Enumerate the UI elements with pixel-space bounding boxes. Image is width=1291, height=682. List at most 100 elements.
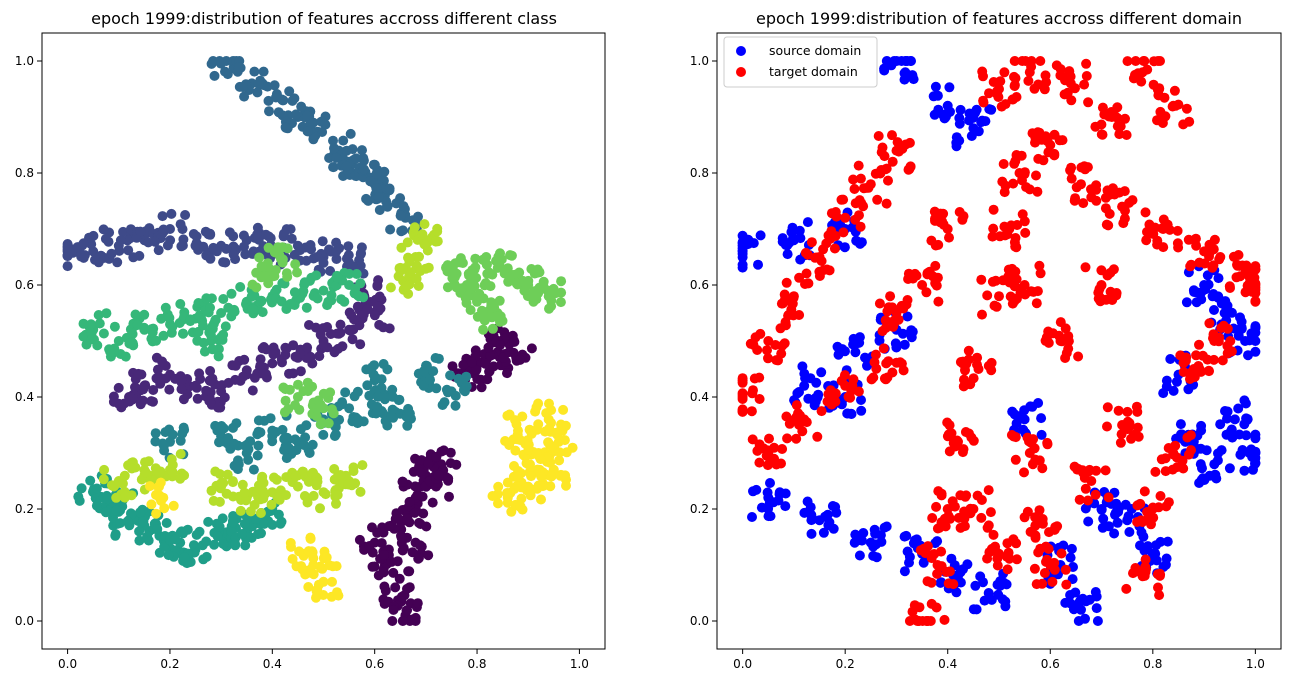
scatter-point-source (1195, 443, 1206, 454)
scatter-point-class-8 (140, 467, 151, 478)
scatter-point-target (1033, 153, 1044, 164)
scatter-point-target (976, 495, 987, 505)
scatter-point-target (953, 512, 964, 523)
scatter-point-class-8 (260, 489, 270, 499)
scatter-point-class-4 (364, 390, 375, 401)
scatter-point-target (791, 433, 802, 444)
scatter-point-class-0 (409, 507, 420, 518)
scatter-point-class-7 (450, 258, 461, 269)
scatter-point-class-0 (392, 556, 403, 567)
scatter-point-target (883, 356, 894, 367)
scatter-point-source (1203, 279, 1214, 290)
scatter-point-target (931, 602, 942, 613)
scatter-point-class-0 (397, 545, 408, 556)
scatter-point-class-1 (267, 358, 278, 369)
scatter-point-class-2 (317, 236, 328, 247)
scatter-point-class-0 (421, 521, 432, 532)
scatter-point-class-1 (374, 291, 385, 302)
scatter-point-target (1177, 455, 1188, 466)
scatter-point-target (870, 349, 881, 360)
scatter-point-class-3 (398, 201, 409, 212)
scatter-point-class-4 (290, 434, 301, 445)
scatter-point-target (1130, 56, 1141, 66)
scatter-point-source (1124, 527, 1135, 537)
scatter-point-source (1246, 444, 1257, 455)
scatter-point-class-3 (249, 66, 260, 77)
scatter-point-class-1 (238, 371, 249, 382)
scatter-point-class-8 (385, 282, 396, 293)
scatter-point-class-3 (291, 109, 301, 120)
scatter-point-class-4 (270, 427, 281, 437)
scatter-point-target (885, 291, 896, 302)
scatter-point-class-3 (379, 166, 390, 177)
scatter-point-source (848, 339, 859, 350)
scatter-point-target (1150, 466, 1161, 477)
scatter-point-target (1042, 554, 1052, 565)
scatter-point-target (801, 268, 812, 279)
scatter-point-source (1109, 528, 1120, 539)
scatter-point-class-7 (519, 285, 530, 296)
scatter-point-target (932, 568, 943, 579)
scatter-point-class-5 (134, 526, 145, 537)
scatter-point-source (955, 104, 966, 115)
x-tick-label: 0.8 (1143, 657, 1162, 671)
scatter-point-class-7 (294, 404, 305, 415)
scatter-point-target (1114, 187, 1125, 198)
scatter-point-target (987, 231, 998, 242)
scatter-point-class-8 (257, 471, 268, 482)
scatter-point-target (1003, 547, 1014, 558)
scatter-point-target (1049, 129, 1060, 140)
scatter-point-target (1048, 328, 1058, 339)
scatter-point-source (1096, 504, 1107, 515)
scatter-point-class-1 (329, 347, 340, 358)
scatter-point-class-1 (130, 382, 140, 393)
scatter-point-target (1070, 83, 1080, 94)
scatter-point-class-9 (546, 471, 557, 482)
scatter-point-class-4 (318, 429, 329, 440)
scatter-point-class-4 (330, 429, 341, 440)
scatter-point-target (1208, 260, 1219, 271)
scatter-point-class-0 (485, 350, 496, 361)
scatter-point-target (1181, 352, 1192, 363)
scatter-point-source (1070, 587, 1081, 598)
scatter-point-class-8 (143, 456, 154, 467)
scatter-point-class-0 (502, 368, 512, 379)
scatter-point-class-1 (369, 310, 380, 321)
scatter-point-class-8 (315, 503, 325, 514)
scatter-point-class-1 (160, 360, 171, 371)
scatter-point-class-4 (248, 464, 259, 475)
scatter-point-class-4 (214, 437, 224, 448)
scatter-point-class-2 (150, 236, 160, 247)
scatter-point-class-4 (240, 440, 251, 451)
scatter-point-target (845, 392, 856, 403)
scatter-point-class-0 (433, 470, 444, 481)
scatter-point-class-8 (302, 497, 313, 508)
scatter-point-class-4 (431, 383, 442, 394)
scatter-point-class-8 (99, 464, 110, 475)
scatter-point-target (1120, 113, 1130, 124)
scatter-point-source (850, 347, 861, 358)
scatter-point-class-5 (209, 539, 220, 550)
scatter-point-target (1161, 501, 1172, 512)
scatter-point-target (1010, 156, 1021, 167)
scatter-point-class-4 (307, 439, 318, 450)
scatter-point-target (816, 406, 827, 417)
scatter-point-target (1204, 366, 1214, 377)
scatter-point-class-8 (419, 219, 430, 230)
scatter-point-class-7 (442, 260, 453, 271)
scatter-point-target (1250, 284, 1261, 295)
scatter-point-target (1250, 264, 1261, 275)
scatter-point-class-5 (252, 529, 263, 540)
scatter-point-target (1080, 164, 1091, 175)
scatter-point-class-1 (255, 360, 266, 371)
scatter-point-target (1034, 455, 1045, 466)
scatter-point-target (1022, 432, 1033, 443)
scatter-point-class-7 (278, 382, 289, 393)
scatter-point-target (1235, 271, 1246, 282)
scatter-point-target (1142, 507, 1153, 517)
scatter-point-class-8 (239, 487, 250, 498)
scatter-point-class-4 (372, 401, 383, 412)
scatter-point-class-2 (230, 254, 241, 265)
scatter-point-class-0 (441, 472, 452, 483)
scatter-point-class-8 (357, 460, 368, 471)
